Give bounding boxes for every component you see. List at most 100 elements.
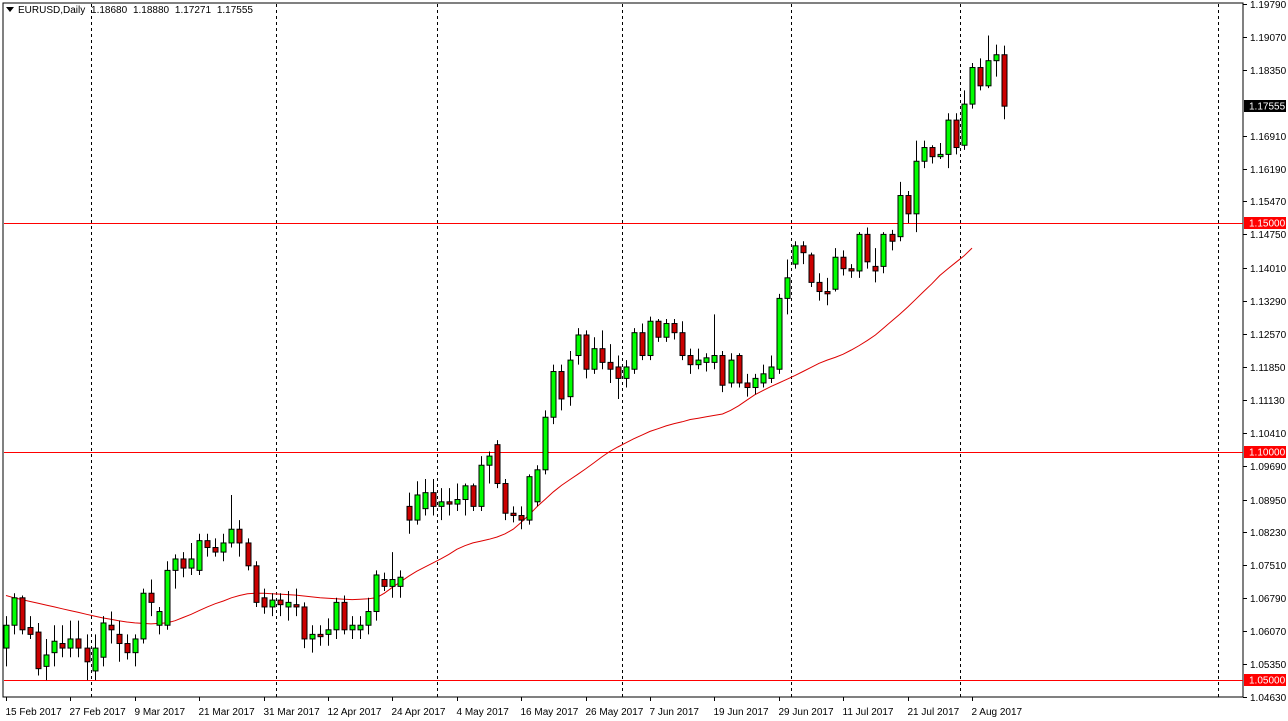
price-tick-label: 1.18350 bbox=[1250, 66, 1287, 77]
separator-lines bbox=[91, 4, 1219, 697]
bear-candle-body bbox=[719, 355, 726, 386]
bear-candle-body bbox=[108, 624, 115, 631]
candle bbox=[27, 616, 34, 639]
bear-candle-body bbox=[124, 643, 131, 654]
bear-candle-body bbox=[800, 245, 807, 254]
bull-candle-body bbox=[196, 540, 203, 571]
candle bbox=[478, 456, 485, 511]
low-value: 1.17271 bbox=[174, 5, 212, 16]
time-axis[interactable]: 15 Feb 2017 27 Feb 2017 9 Mar 2017 21 Mar 2… bbox=[6, 697, 1023, 718]
bull-candle-body bbox=[695, 359, 702, 366]
bear-candle-body bbox=[808, 254, 815, 283]
candle bbox=[430, 478, 437, 516]
price-axis[interactable]: 1.19790 1.19070 1.18350 1.16910 1.16190 1.154… bbox=[1243, 0, 1287, 704]
candle bbox=[647, 316, 654, 361]
bear-candle-body bbox=[744, 382, 751, 389]
candle bbox=[840, 250, 847, 276]
bull-candle-body bbox=[752, 377, 759, 389]
bear-candle-body bbox=[236, 528, 243, 544]
bull-candle-body bbox=[11, 597, 18, 626]
dropdown-triangle-icon[interactable] bbox=[6, 7, 14, 12]
candle bbox=[905, 190, 912, 223]
candle bbox=[245, 538, 252, 571]
candle bbox=[236, 520, 243, 557]
price-tick-label: 1.14010 bbox=[1250, 264, 1287, 275]
price-tick-label: 1.05350 bbox=[1250, 660, 1287, 671]
price-tick-label: 1.08950 bbox=[1250, 496, 1287, 507]
bull-candle-body bbox=[454, 499, 461, 505]
candle bbox=[3, 616, 10, 667]
time-tick-label: 7 Jun 2017 bbox=[650, 707, 700, 718]
horizontal-levels[interactable] bbox=[4, 223, 1243, 681]
bear-candle-body bbox=[639, 332, 646, 357]
candle bbox=[285, 590, 292, 621]
bull-candle-body bbox=[760, 373, 767, 384]
price-tick-label: 1.19790 bbox=[1250, 0, 1287, 11]
candle bbox=[92, 634, 99, 681]
candle bbox=[365, 597, 372, 635]
price-label-box bbox=[1244, 217, 1286, 229]
time-tick-label: 11 Jul 2017 bbox=[843, 707, 894, 718]
candle bbox=[784, 259, 791, 315]
bull-candle-body bbox=[534, 469, 541, 503]
time-tick-label: 15 Feb 2017 bbox=[6, 707, 63, 718]
bear-candle-body bbox=[736, 355, 743, 384]
bear-candle-body bbox=[245, 542, 252, 567]
candle bbox=[269, 593, 276, 617]
bear-candle-body bbox=[59, 643, 66, 649]
bull-candle-body bbox=[575, 334, 582, 357]
candle bbox=[856, 232, 863, 278]
bull-candle-body bbox=[921, 147, 928, 162]
candle bbox=[937, 142, 944, 159]
bull-candle-body bbox=[832, 256, 839, 290]
bull-candle-body bbox=[438, 501, 445, 507]
bear-candle-body bbox=[446, 501, 453, 505]
candle bbox=[67, 620, 74, 658]
bull-candle-body bbox=[961, 103, 968, 146]
candle bbox=[663, 318, 670, 342]
candle bbox=[156, 606, 163, 635]
candle bbox=[11, 593, 18, 635]
candle bbox=[438, 488, 445, 521]
bull-candle-body bbox=[414, 494, 421, 521]
bull-candle-body bbox=[993, 54, 1000, 62]
candle bbox=[792, 241, 799, 269]
candle bbox=[703, 353, 710, 372]
candle bbox=[752, 373, 759, 395]
bear-candle-body bbox=[277, 599, 284, 606]
candle bbox=[550, 364, 557, 425]
bear-candle-body bbox=[27, 627, 34, 635]
candle bbox=[728, 353, 735, 388]
bull-candle-body bbox=[631, 332, 638, 370]
price-tick-label: 1.10410 bbox=[1250, 429, 1287, 440]
candle bbox=[961, 90, 968, 150]
candle bbox=[583, 330, 590, 379]
bear-candle-body bbox=[929, 147, 936, 158]
candle bbox=[397, 570, 404, 598]
candle bbox=[35, 622, 42, 676]
bull-candle-body bbox=[51, 640, 58, 654]
candle bbox=[953, 113, 960, 155]
price-label-text: 1.05000 bbox=[1249, 676, 1286, 687]
bear-candle-body bbox=[816, 281, 823, 293]
bull-candle-body bbox=[349, 624, 356, 631]
candle bbox=[945, 113, 952, 169]
bear-candle-body bbox=[341, 601, 348, 631]
bull-candle-body bbox=[784, 277, 791, 299]
price-tick-label: 1.15470 bbox=[1250, 197, 1287, 208]
candle bbox=[228, 494, 235, 548]
close-value: 1.17555 bbox=[216, 5, 253, 16]
bear-candle-body bbox=[502, 483, 509, 514]
bull-candle-body bbox=[542, 416, 549, 471]
candle bbox=[116, 620, 123, 662]
candle bbox=[220, 533, 227, 562]
bull-candle-body bbox=[937, 153, 944, 158]
bull-candle-body bbox=[663, 323, 670, 338]
price-tick-label: 1.08230 bbox=[1250, 528, 1287, 539]
candle bbox=[333, 597, 340, 639]
candle bbox=[575, 328, 582, 365]
price-label-box bbox=[1244, 674, 1286, 686]
candle bbox=[607, 344, 614, 383]
bull-candle-body bbox=[140, 592, 147, 640]
